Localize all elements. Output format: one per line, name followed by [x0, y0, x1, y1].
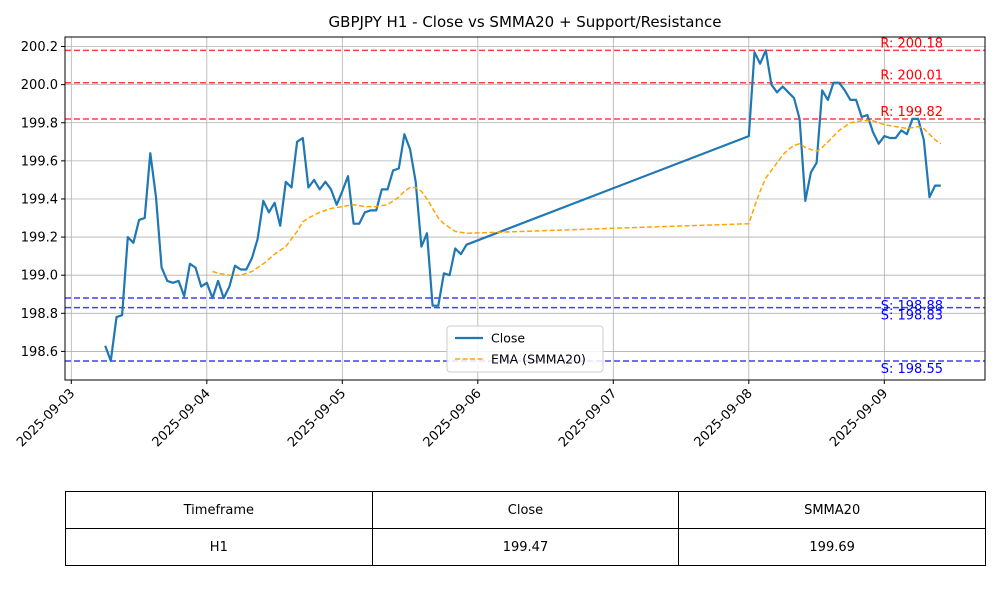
legend-label-ema: EMA (SMMA20) — [491, 352, 586, 367]
legend-box — [446, 325, 604, 373]
resistance-label: R: 200.18 — [880, 36, 943, 51]
x-tick-label: 2025-09-04 — [150, 386, 214, 450]
y-tick-label: 199.6 — [21, 154, 58, 169]
y-tick-label: 199.8 — [21, 116, 58, 131]
resistance-label: R: 199.82 — [880, 105, 943, 120]
support-resistance-levels — [65, 49, 985, 362]
ema-points — [212, 120, 942, 276]
plot-frame — [64, 36, 986, 381]
table-header-cell: SMMA20 — [678, 491, 986, 529]
support-label: S: 198.83 — [881, 309, 943, 324]
support-label: S: 198.55 — [881, 362, 943, 377]
table-cell: 199.69 — [678, 528, 986, 566]
y-tick-label: 198.6 — [21, 345, 58, 360]
series — [104, 49, 942, 362]
x-tick-label: 2025-09-09 — [827, 386, 891, 450]
legend: Close EMA (SMMA20) — [446, 325, 604, 373]
chart-title: GBPJPY H1 - Close vs SMMA20 + Support/Re… — [329, 13, 722, 31]
ema-line — [212, 120, 942, 276]
close-points — [104, 50, 941, 362]
table-cell: H1 — [65, 528, 373, 566]
x-tick-label: 2025-09-03 — [14, 386, 78, 450]
summary-table: Timeframe Close SMMA20 H1 199.47 199.69 — [65, 491, 986, 566]
support-label: S: 198.88 — [881, 299, 943, 314]
y-tick-label: 199.0 — [21, 269, 58, 284]
table-row: H1 199.47 199.69 — [65, 528, 986, 566]
x-tick-label: 2025-09-06 — [421, 386, 485, 450]
level-labels: R: 200.18R: 200.01R: 199.82S: 198.88S: 1… — [880, 36, 943, 377]
x-tick-label: 2025-09-07 — [556, 386, 620, 450]
y-tick-label: 199.2 — [21, 231, 58, 246]
x-axis: 2025-09-03 2025-09-04 2025-09-05 2025-09-06… — [14, 380, 891, 450]
legend-label-close: Close — [491, 331, 525, 346]
y-tick-label: 199.4 — [21, 192, 58, 207]
y-tick-label: 200.2 — [21, 40, 58, 55]
table-header-row: Timeframe Close SMMA20 — [65, 491, 986, 529]
y-tick-label: 200.0 — [21, 78, 58, 93]
x-tick-label: 2025-09-08 — [692, 386, 756, 450]
table-cell: 199.47 — [371, 528, 680, 566]
table-header-cell: Timeframe — [65, 491, 373, 529]
x-tick-label: 2025-09-05 — [285, 386, 349, 450]
close-line — [104, 49, 941, 362]
grid — [65, 37, 985, 380]
table-header-cell: Close — [371, 491, 680, 529]
y-tick-label: 198.8 — [21, 307, 58, 322]
y-axis: 198.6 198.8 199.0 199.2 199.4 199.6 199.8 200.0… — [21, 40, 65, 360]
resistance-label: R: 200.01 — [880, 69, 943, 84]
